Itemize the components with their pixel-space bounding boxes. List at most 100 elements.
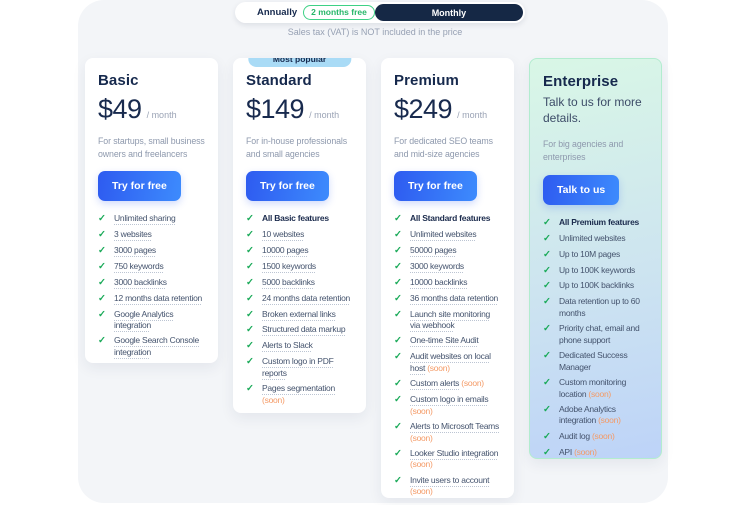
feature-item: ✓ Custom monitoring location (soon) bbox=[543, 377, 649, 400]
plan-description: For in-house professionals and small age… bbox=[246, 135, 348, 159]
feature-text: 1500 keywords bbox=[262, 261, 316, 273]
feature-item: ✓ 24 months data retention bbox=[246, 293, 354, 305]
check-icon: ✓ bbox=[98, 308, 106, 320]
plan-card-basic: Basic $49 / month For startups, small bu… bbox=[85, 58, 218, 363]
check-icon: ✓ bbox=[246, 324, 254, 336]
price-row: $149 / month bbox=[246, 93, 354, 127]
feature-item: ✓ Adobe Analytics integration (soon) bbox=[543, 404, 649, 427]
toggle-option-annually[interactable]: Annually 2 months free bbox=[235, 5, 375, 20]
check-icon: ✓ bbox=[394, 351, 402, 363]
feature-label[interactable]: 10000 backlinks bbox=[410, 276, 468, 287]
feature-label[interactable]: 10 websites bbox=[262, 229, 305, 240]
feature-item: ✓ API (soon) bbox=[543, 447, 649, 458]
check-icon: ✓ bbox=[394, 335, 402, 347]
feature-item: ✓ Looker Studio integration (soon) bbox=[394, 448, 502, 471]
price-row: $249 / month bbox=[394, 93, 502, 127]
feature-label[interactable]: Broken external links bbox=[262, 308, 336, 319]
feature-text: Custom monitoring location (soon) bbox=[559, 377, 649, 400]
feature-label[interactable]: 36 months data retention bbox=[410, 292, 499, 303]
soon-tag: (soon) bbox=[589, 430, 615, 441]
try-for-free-button[interactable]: Try for free bbox=[98, 171, 181, 202]
feature-label[interactable]: Invite users to account bbox=[410, 474, 490, 485]
feature-text: Audit websites on local host (soon) bbox=[410, 351, 502, 374]
plan-period: / month bbox=[309, 110, 340, 120]
feature-label[interactable]: 12 months data retention bbox=[114, 292, 203, 303]
feature-label[interactable]: Structured data markup bbox=[262, 324, 346, 335]
check-icon: ✓ bbox=[98, 229, 106, 241]
feature-label[interactable]: Custom logo in emails bbox=[410, 394, 489, 405]
plan-price: $49 bbox=[98, 94, 142, 124]
feature-text: 10000 pages bbox=[262, 245, 309, 257]
feature-label[interactable]: Google Search Console integration bbox=[114, 335, 200, 357]
check-icon: ✓ bbox=[246, 276, 254, 288]
feature-item: ✓ 3000 keywords bbox=[394, 261, 502, 273]
plan-title: Basic bbox=[98, 72, 139, 89]
feature-text: 750 keywords bbox=[114, 260, 164, 273]
feature-item: ✓ 3000 pages bbox=[98, 245, 206, 257]
feature-label[interactable]: Custom logo in PDF reports bbox=[262, 356, 334, 378]
feature-item: ✓ 3 websites bbox=[98, 229, 206, 241]
feature-item: ✓ Pages segmentation (soon) bbox=[246, 383, 354, 406]
feature-label[interactable]: Unlimited websites bbox=[410, 229, 477, 240]
feature-item: ✓ Google Analytics integration bbox=[98, 309, 206, 332]
feature-label[interactable]: 3 websites bbox=[114, 229, 152, 240]
soon-tag: (soon) bbox=[425, 362, 450, 373]
feature-label[interactable]: 5000 backlinks bbox=[262, 276, 315, 287]
check-icon: ✓ bbox=[246, 213, 254, 225]
toggle-option-monthly[interactable]: Monthly bbox=[374, 4, 523, 21]
feature-label[interactable]: Google Analytics integration bbox=[114, 308, 174, 330]
feature-item: ✓ All Premium features bbox=[543, 217, 649, 229]
try-for-free-button[interactable]: Try for free bbox=[246, 171, 329, 202]
feature-label[interactable]: 750 keywords bbox=[114, 260, 164, 271]
feature-text: Looker Studio integration (soon) bbox=[410, 448, 502, 471]
feature-item: ✓ 10000 pages bbox=[246, 245, 354, 257]
feature-item: ✓ Custom alerts (soon) bbox=[394, 378, 502, 390]
check-icon: ✓ bbox=[394, 245, 402, 256]
plan-title: Standard bbox=[246, 72, 312, 89]
feature-text: 5000 backlinks bbox=[262, 277, 315, 289]
feature-item: ✓ Alerts to Microsoft Teams (soon) bbox=[394, 421, 502, 444]
check-icon: ✓ bbox=[98, 213, 106, 225]
feature-label[interactable]: Alerts to Microsoft Teams bbox=[410, 421, 500, 432]
soon-tag: (soon) bbox=[262, 394, 285, 405]
feature-label[interactable]: Custom alerts bbox=[410, 378, 460, 389]
feature-label[interactable]: Audit websites on local host bbox=[410, 351, 491, 373]
feature-item: ✓ Structured data markup bbox=[246, 324, 354, 336]
plan-description: For dedicated SEO teams and mid-size age… bbox=[394, 135, 493, 159]
soon-tag: (soon) bbox=[410, 405, 433, 416]
feature-label[interactable]: Alerts to Slack bbox=[262, 340, 313, 351]
feature-label[interactable]: 50000 pages bbox=[410, 245, 457, 255]
feature-item: ✓ Audit websites on local host (soon) bbox=[394, 351, 502, 374]
feature-text: Google Search Console integration bbox=[114, 335, 206, 358]
talk-to-us-button[interactable]: Talk to us bbox=[543, 174, 620, 205]
feature-label[interactable]: 3000 pages bbox=[114, 245, 156, 255]
feature-label[interactable]: Launch site monitoring via webhook bbox=[410, 308, 491, 330]
check-icon: ✓ bbox=[394, 308, 402, 320]
feature-text: 10 websites bbox=[262, 229, 304, 241]
feature-label[interactable]: Pages segmentation bbox=[262, 383, 335, 394]
feature-label[interactable]: 3000 keywords bbox=[410, 260, 464, 271]
feature-label[interactable]: 24 months data retention bbox=[262, 292, 351, 303]
feature-label[interactable]: 1500 keywords bbox=[262, 260, 316, 271]
check-icon: ✓ bbox=[394, 421, 402, 433]
feature-label[interactable]: Unlimited sharing bbox=[114, 213, 176, 224]
feature-label[interactable]: Looker Studio integration bbox=[410, 448, 499, 458]
check-icon: ✓ bbox=[246, 245, 254, 256]
soon-tag: (soon) bbox=[586, 388, 612, 399]
feature-text: Structured data markup bbox=[262, 324, 346, 336]
feature-text: Data retention up to 60 months bbox=[559, 296, 649, 319]
feature-text: 10000 backlinks bbox=[410, 277, 467, 289]
check-icon: ✓ bbox=[394, 260, 402, 272]
feature-item: ✓ 3000 backlinks bbox=[98, 277, 206, 289]
feature-label: Unlimited websites bbox=[559, 232, 626, 243]
plan-card-standard: Most popular Standard $149 / month For i… bbox=[233, 58, 366, 413]
feature-label[interactable]: 3000 backlinks bbox=[114, 276, 167, 287]
feature-item: ✓ One-time Site Audit bbox=[394, 335, 502, 347]
feature-text: Unlimited websites bbox=[559, 232, 626, 245]
feature-item: ✓ Invite users to account (soon) bbox=[394, 475, 502, 498]
feature-label[interactable]: 10000 pages bbox=[262, 245, 309, 255]
feature-text: Broken external links bbox=[262, 309, 336, 321]
feature-label[interactable]: One-time Site Audit bbox=[410, 335, 479, 346]
try-for-free-button[interactable]: Try for free bbox=[394, 171, 477, 202]
feature-label: Up to 100K keywords bbox=[559, 264, 636, 275]
